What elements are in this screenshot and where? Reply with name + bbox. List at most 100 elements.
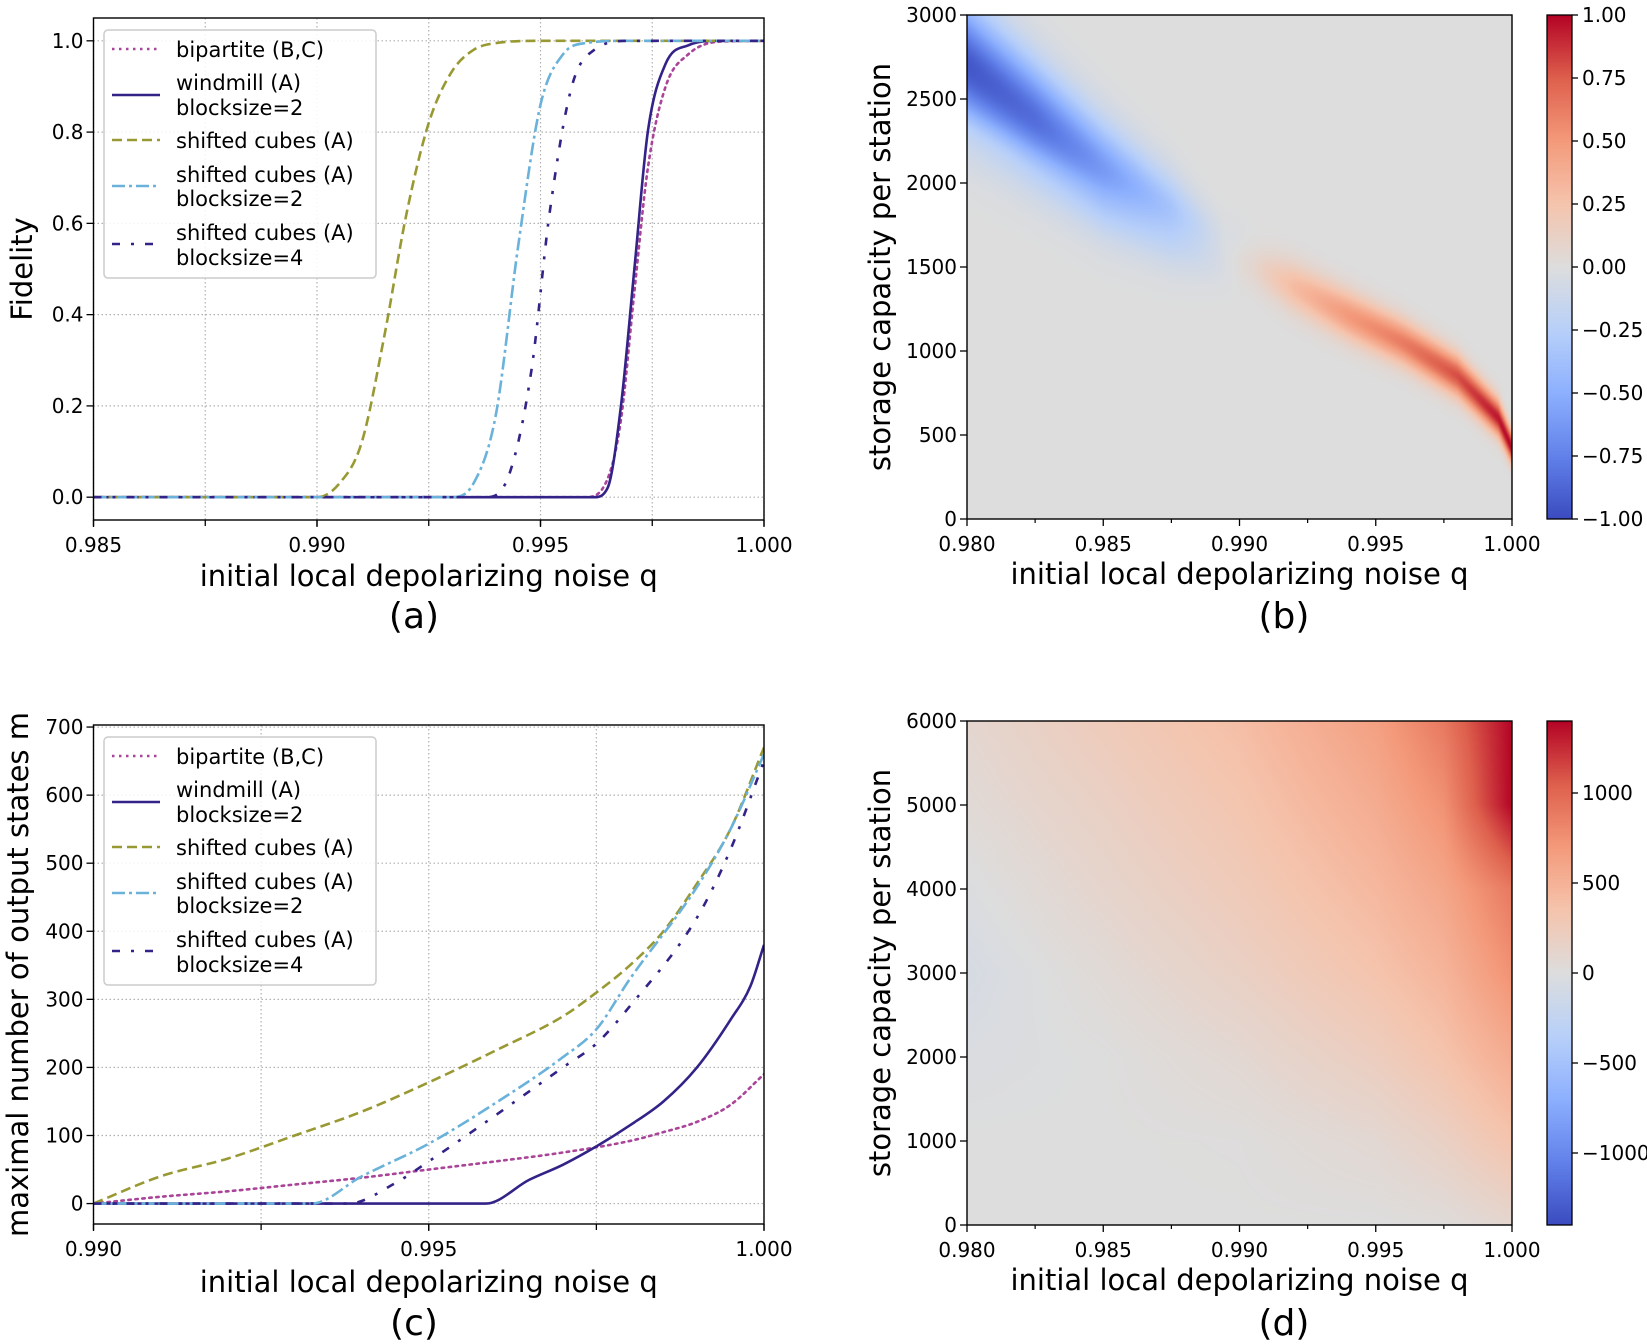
x-tick-label: 1.000 bbox=[1483, 1238, 1540, 1262]
colorbar-tick-label: −1.00 bbox=[1582, 507, 1643, 531]
x-axis-label: initial local depolarizing noise q bbox=[1010, 557, 1468, 591]
legend-label: shifted cubes (A) bbox=[176, 221, 354, 245]
x-tick-label: 0.985 bbox=[65, 533, 122, 557]
colorbar-d-image bbox=[1547, 721, 1572, 1225]
series-line-shifted-cubes-a-blocksize-4 bbox=[93, 39, 764, 499]
colorbar-frame bbox=[1546, 14, 1573, 520]
legend-label: shifted cubes (A) bbox=[176, 163, 354, 187]
y-tick-label: 0 bbox=[944, 1213, 957, 1237]
legend-label: blocksize=2 bbox=[176, 803, 303, 827]
x-tick-label: 0.985 bbox=[1075, 532, 1132, 556]
colorbar-tick-label: 0 bbox=[1582, 961, 1595, 985]
x-tick-label: 0.990 bbox=[288, 533, 345, 557]
y-tick-label: 4000 bbox=[906, 877, 957, 901]
series-line-shifted-cubes-a- bbox=[93, 746, 764, 1205]
colorbar-b-image bbox=[1547, 15, 1572, 519]
colorbar-tick-label: −0.50 bbox=[1582, 381, 1643, 405]
y-tick-label: 200 bbox=[45, 1055, 83, 1079]
series-line-shifted-cubes-a-blocksize-2 bbox=[93, 753, 764, 1205]
colorbar-tick-label: 1000 bbox=[1582, 781, 1633, 805]
y-tick-label: 1.0 bbox=[52, 29, 84, 53]
x-tick-label: 1.000 bbox=[735, 533, 792, 557]
legend: bipartite (B,C)windmill (A)blocksize=2sh… bbox=[103, 736, 377, 986]
axes-frame bbox=[966, 720, 1513, 1226]
heatmap-d-image bbox=[967, 721, 1512, 1225]
y-tick-label: 0.8 bbox=[52, 120, 84, 144]
x-axis-label: initial local depolarizing noise q bbox=[200, 1265, 658, 1299]
panel-c: bipartite (B,C)windmill (A)blocksize=2sh… bbox=[1, 712, 793, 1344]
legend-label: blocksize=2 bbox=[176, 187, 303, 211]
legend-label: windmill (A) bbox=[176, 71, 301, 95]
x-tick-label: 1.000 bbox=[735, 1237, 792, 1261]
legend-label: shifted cubes (A) bbox=[176, 870, 354, 894]
colorbar-frame bbox=[1546, 720, 1573, 1226]
y-tick-label: 2000 bbox=[906, 171, 957, 195]
series-line-shifted-cubes-a- bbox=[93, 39, 764, 499]
y-tick-label: 0 bbox=[944, 507, 957, 531]
legend-label: shifted cubes (A) bbox=[176, 836, 354, 860]
colorbar-tick-label: −0.25 bbox=[1582, 318, 1643, 342]
legend-label: windmill (A) bbox=[176, 778, 301, 802]
y-tick-label: 700 bbox=[45, 715, 83, 739]
x-tick-label: 0.995 bbox=[400, 1237, 457, 1261]
x-tick-label: 0.995 bbox=[1347, 532, 1404, 556]
series-line-shifted-cubes-a-blocksize-2 bbox=[93, 39, 764, 499]
y-axis-label: storage capacity per station bbox=[863, 769, 897, 1177]
x-tick-label: 0.990 bbox=[1211, 1238, 1268, 1262]
y-tick-label: 0.4 bbox=[52, 303, 84, 327]
y-axis-label: maximal number of output states m bbox=[1, 712, 35, 1237]
legend-label: blocksize=4 bbox=[176, 953, 303, 977]
y-tick-label: 0.6 bbox=[52, 211, 84, 235]
colorbar-tick-label: 0.25 bbox=[1582, 192, 1627, 216]
legend-label: shifted cubes (A) bbox=[176, 928, 354, 952]
series-line-bipartite-b-c- bbox=[93, 1072, 764, 1205]
panel-label: (b) bbox=[1259, 596, 1310, 637]
axes-frame bbox=[966, 14, 1513, 520]
legend: bipartite (B,C)windmill (A)blocksize=2sh… bbox=[103, 29, 377, 279]
y-tick-label: 5000 bbox=[906, 793, 957, 817]
series-line-windmill-a-blocksize-2 bbox=[93, 944, 764, 1205]
y-axis-label: Fidelity bbox=[5, 217, 39, 321]
legend-label: bipartite (B,C) bbox=[176, 745, 324, 769]
y-tick-label: 1500 bbox=[906, 255, 957, 279]
legend-label: shifted cubes (A) bbox=[176, 129, 354, 153]
y-tick-label: 0 bbox=[71, 1192, 84, 1216]
x-tick-label: 0.980 bbox=[938, 532, 995, 556]
panel-label: (d) bbox=[1259, 1303, 1310, 1344]
y-tick-label: 300 bbox=[45, 987, 83, 1011]
y-tick-label: 3000 bbox=[906, 3, 957, 27]
x-axis-label: initial local depolarizing noise q bbox=[200, 559, 658, 593]
y-tick-label: 100 bbox=[45, 1124, 83, 1148]
legend-label: blocksize=4 bbox=[176, 246, 303, 270]
legend-box bbox=[103, 736, 377, 986]
x-tick-label: 0.990 bbox=[1211, 532, 1268, 556]
y-tick-label: 0.2 bbox=[52, 394, 84, 418]
y-tick-label: 3000 bbox=[906, 961, 957, 985]
panel-label: (a) bbox=[389, 596, 439, 637]
y-axis-label: storage capacity per station bbox=[863, 63, 897, 471]
colorbar-tick-label: −500 bbox=[1582, 1051, 1637, 1075]
legend-label: bipartite (B,C) bbox=[176, 38, 324, 62]
legend-label: blocksize=2 bbox=[176, 894, 303, 918]
y-tick-label: 0.0 bbox=[52, 485, 84, 509]
y-tick-label: 500 bbox=[919, 423, 957, 447]
colorbar-tick-label: −0.75 bbox=[1582, 444, 1643, 468]
colorbar-tick-label: 0.75 bbox=[1582, 66, 1627, 90]
x-tick-label: 0.995 bbox=[512, 533, 569, 557]
y-tick-label: 6000 bbox=[906, 709, 957, 733]
panel-label: (c) bbox=[390, 1303, 438, 1344]
x-tick-label: 0.985 bbox=[1075, 1238, 1132, 1262]
y-tick-label: 1000 bbox=[906, 1129, 957, 1153]
y-tick-label: 2500 bbox=[906, 87, 957, 111]
y-tick-label: 500 bbox=[45, 851, 83, 875]
x-axis-label: initial local depolarizing noise q bbox=[1010, 1263, 1468, 1297]
legend-label: blocksize=2 bbox=[176, 96, 303, 120]
x-tick-label: 1.000 bbox=[1483, 532, 1540, 556]
panel-b: 1.00 0.75 0.50 0.25 0.00 −0.25 −0.50 −0.75 −1.00… bbox=[863, 3, 1643, 637]
colorbar-tick-label: 1.00 bbox=[1582, 3, 1627, 27]
y-tick-label: 600 bbox=[45, 783, 83, 807]
y-tick-label: 1000 bbox=[906, 339, 957, 363]
